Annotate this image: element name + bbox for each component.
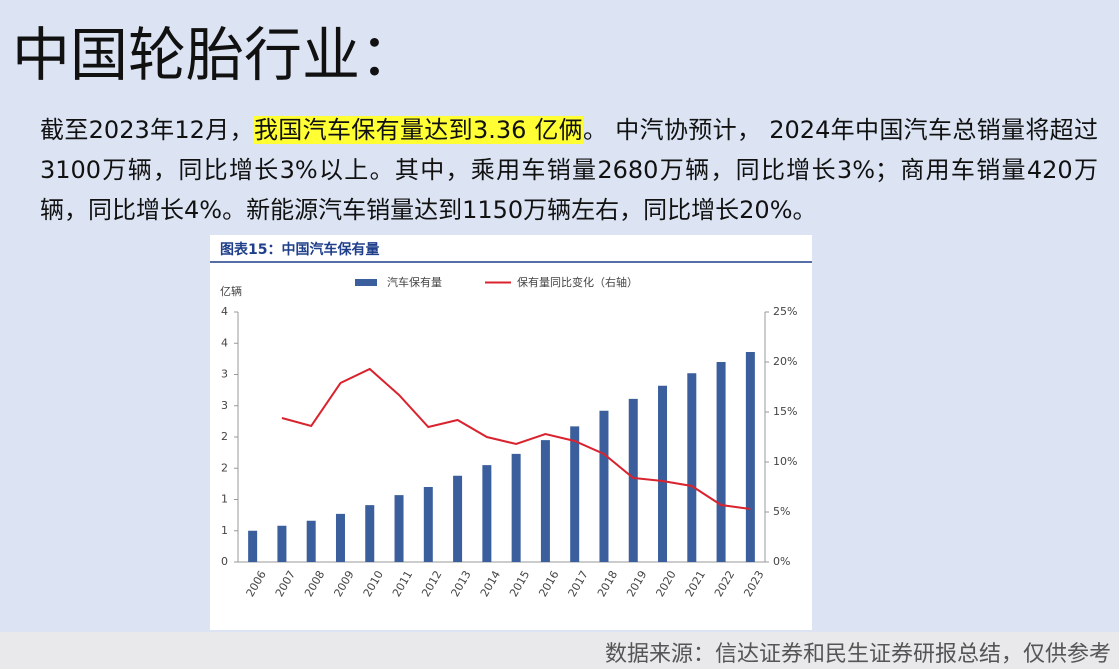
y-tick-label: 2 — [221, 430, 228, 443]
bar — [423, 487, 433, 562]
y2-tick-label: 10% — [773, 455, 797, 468]
y2-tick-label: 5% — [773, 505, 790, 518]
bar — [599, 410, 609, 562]
x-tick-label: 2009 — [331, 568, 356, 599]
y-tick-label: 0 — [221, 555, 228, 568]
bar — [716, 362, 726, 562]
y-tick-label: 3 — [221, 368, 228, 381]
x-tick-label: 2016 — [536, 568, 561, 599]
chart-title: 图表15：中国汽车保有量 — [220, 241, 379, 258]
bar — [540, 440, 550, 562]
bar — [570, 426, 580, 562]
chart: 图表15：中国汽车保有量 亿辆 0 1 1 2 2 3 3 4 4 0% 5% 10% 15% 20% 25… — [210, 235, 812, 630]
slide-title: 中国轮胎行业： — [12, 21, 419, 89]
x-tick-label: 2019 — [624, 568, 649, 599]
y-tick-label: 2 — [221, 461, 228, 474]
x-tick-label: 2011 — [390, 568, 415, 599]
x-tick-label: 2006 — [244, 568, 269, 599]
paragraph: 截至2023年12月，我国汽车保有量达到3.36 亿俩。 中汽协预计， 2024… — [40, 110, 1098, 230]
x-tick-label: 2023 — [741, 568, 766, 599]
source: 数据来源：信达证券和民生证券研报总结，仅供参考 — [604, 642, 1111, 667]
x-tick-label: 2010 — [361, 568, 386, 599]
x-tick-label: 2021 — [683, 568, 708, 599]
y-tick-label: 4 — [221, 336, 228, 349]
bar — [277, 525, 287, 562]
x-tick-label: 2022 — [712, 568, 737, 599]
x-tick-label: 2008 — [302, 568, 327, 599]
bar — [511, 453, 521, 562]
legend-label: 汽车保有量 — [387, 275, 442, 289]
text: 截至2023年12月， — [40, 116, 254, 144]
y-tick-label: 3 — [221, 399, 228, 412]
bar — [365, 505, 375, 562]
bar — [482, 465, 492, 562]
x-tick-label: 2014 — [478, 568, 503, 599]
y2-tick-label: 20% — [773, 355, 797, 368]
y-tick-label: 4 — [221, 305, 228, 318]
bar — [453, 475, 463, 562]
x-tick-label: 2020 — [653, 568, 678, 599]
highlight: 我国汽车保有量达到3.36 亿俩 — [253, 116, 584, 144]
legend-swatch — [355, 279, 377, 286]
x-tick-label: 2007 — [273, 568, 298, 599]
bar — [306, 520, 316, 562]
bar — [248, 530, 258, 562]
x-tick-label: 2013 — [449, 568, 474, 599]
line — [281, 367, 751, 510]
x-tick-label: 2012 — [419, 568, 444, 599]
y-axis-label: 亿辆 — [220, 284, 242, 298]
x-tick-label: 2017 — [566, 568, 591, 599]
bar — [687, 373, 697, 562]
bar — [628, 398, 638, 562]
x-tick-label: 2018 — [595, 568, 620, 599]
text: 。 中汽协预计， 2024年中国汽车总销量将超过3100万辆，同比增长3%以上。… — [40, 116, 1098, 224]
y2-tick-label: 15% — [773, 405, 797, 418]
footer: 数据来源：信达证券和民生证券研报总结，仅供参考 — [0, 632, 1119, 669]
y-tick-label: 1 — [221, 524, 228, 537]
legend-label: 保有量同比变化（右轴） — [517, 275, 638, 289]
x-tick-label: 2015 — [507, 568, 532, 599]
bar — [658, 385, 668, 562]
y2-tick-label: 25% — [773, 305, 797, 318]
bar — [394, 495, 404, 562]
y2-tick-label: 0% — [773, 555, 790, 568]
bar — [335, 513, 345, 562]
y-tick-label: 1 — [221, 493, 228, 506]
bar — [745, 352, 755, 562]
